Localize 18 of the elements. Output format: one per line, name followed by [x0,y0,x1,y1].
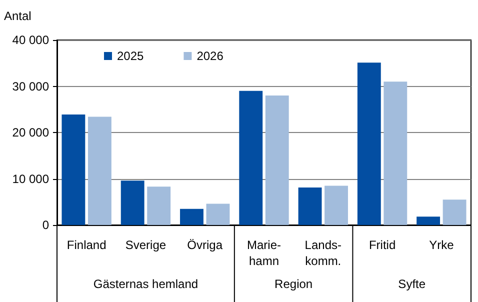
y-axis-title: Antal [4,9,32,23]
x-tick-label: Sverige [125,238,166,252]
y-tick-label: 10 000 [12,172,50,186]
text: Gästernas hemland [93,277,198,291]
y-tick-label: 30 000 [12,79,50,94]
text: Syfte [398,277,426,291]
x-tick-label: Fritid [368,238,396,252]
x-tick-label: Finland [66,238,106,252]
x-tick-label: Marie- hamn [246,238,282,268]
x-tick-label: Övriga [187,238,223,252]
y-tick-label: 0 [42,218,50,232]
legend-label: 2026 [196,49,224,63]
y-tick-label: 20 000 [12,126,50,140]
x-tick-label: Yrke [429,238,454,252]
legend-label: 2025 [117,49,144,63]
x-tick-label: Lands- komm. [304,238,342,268]
y-tick-label: 40 000 [12,33,50,47]
text: Region [274,277,313,291]
